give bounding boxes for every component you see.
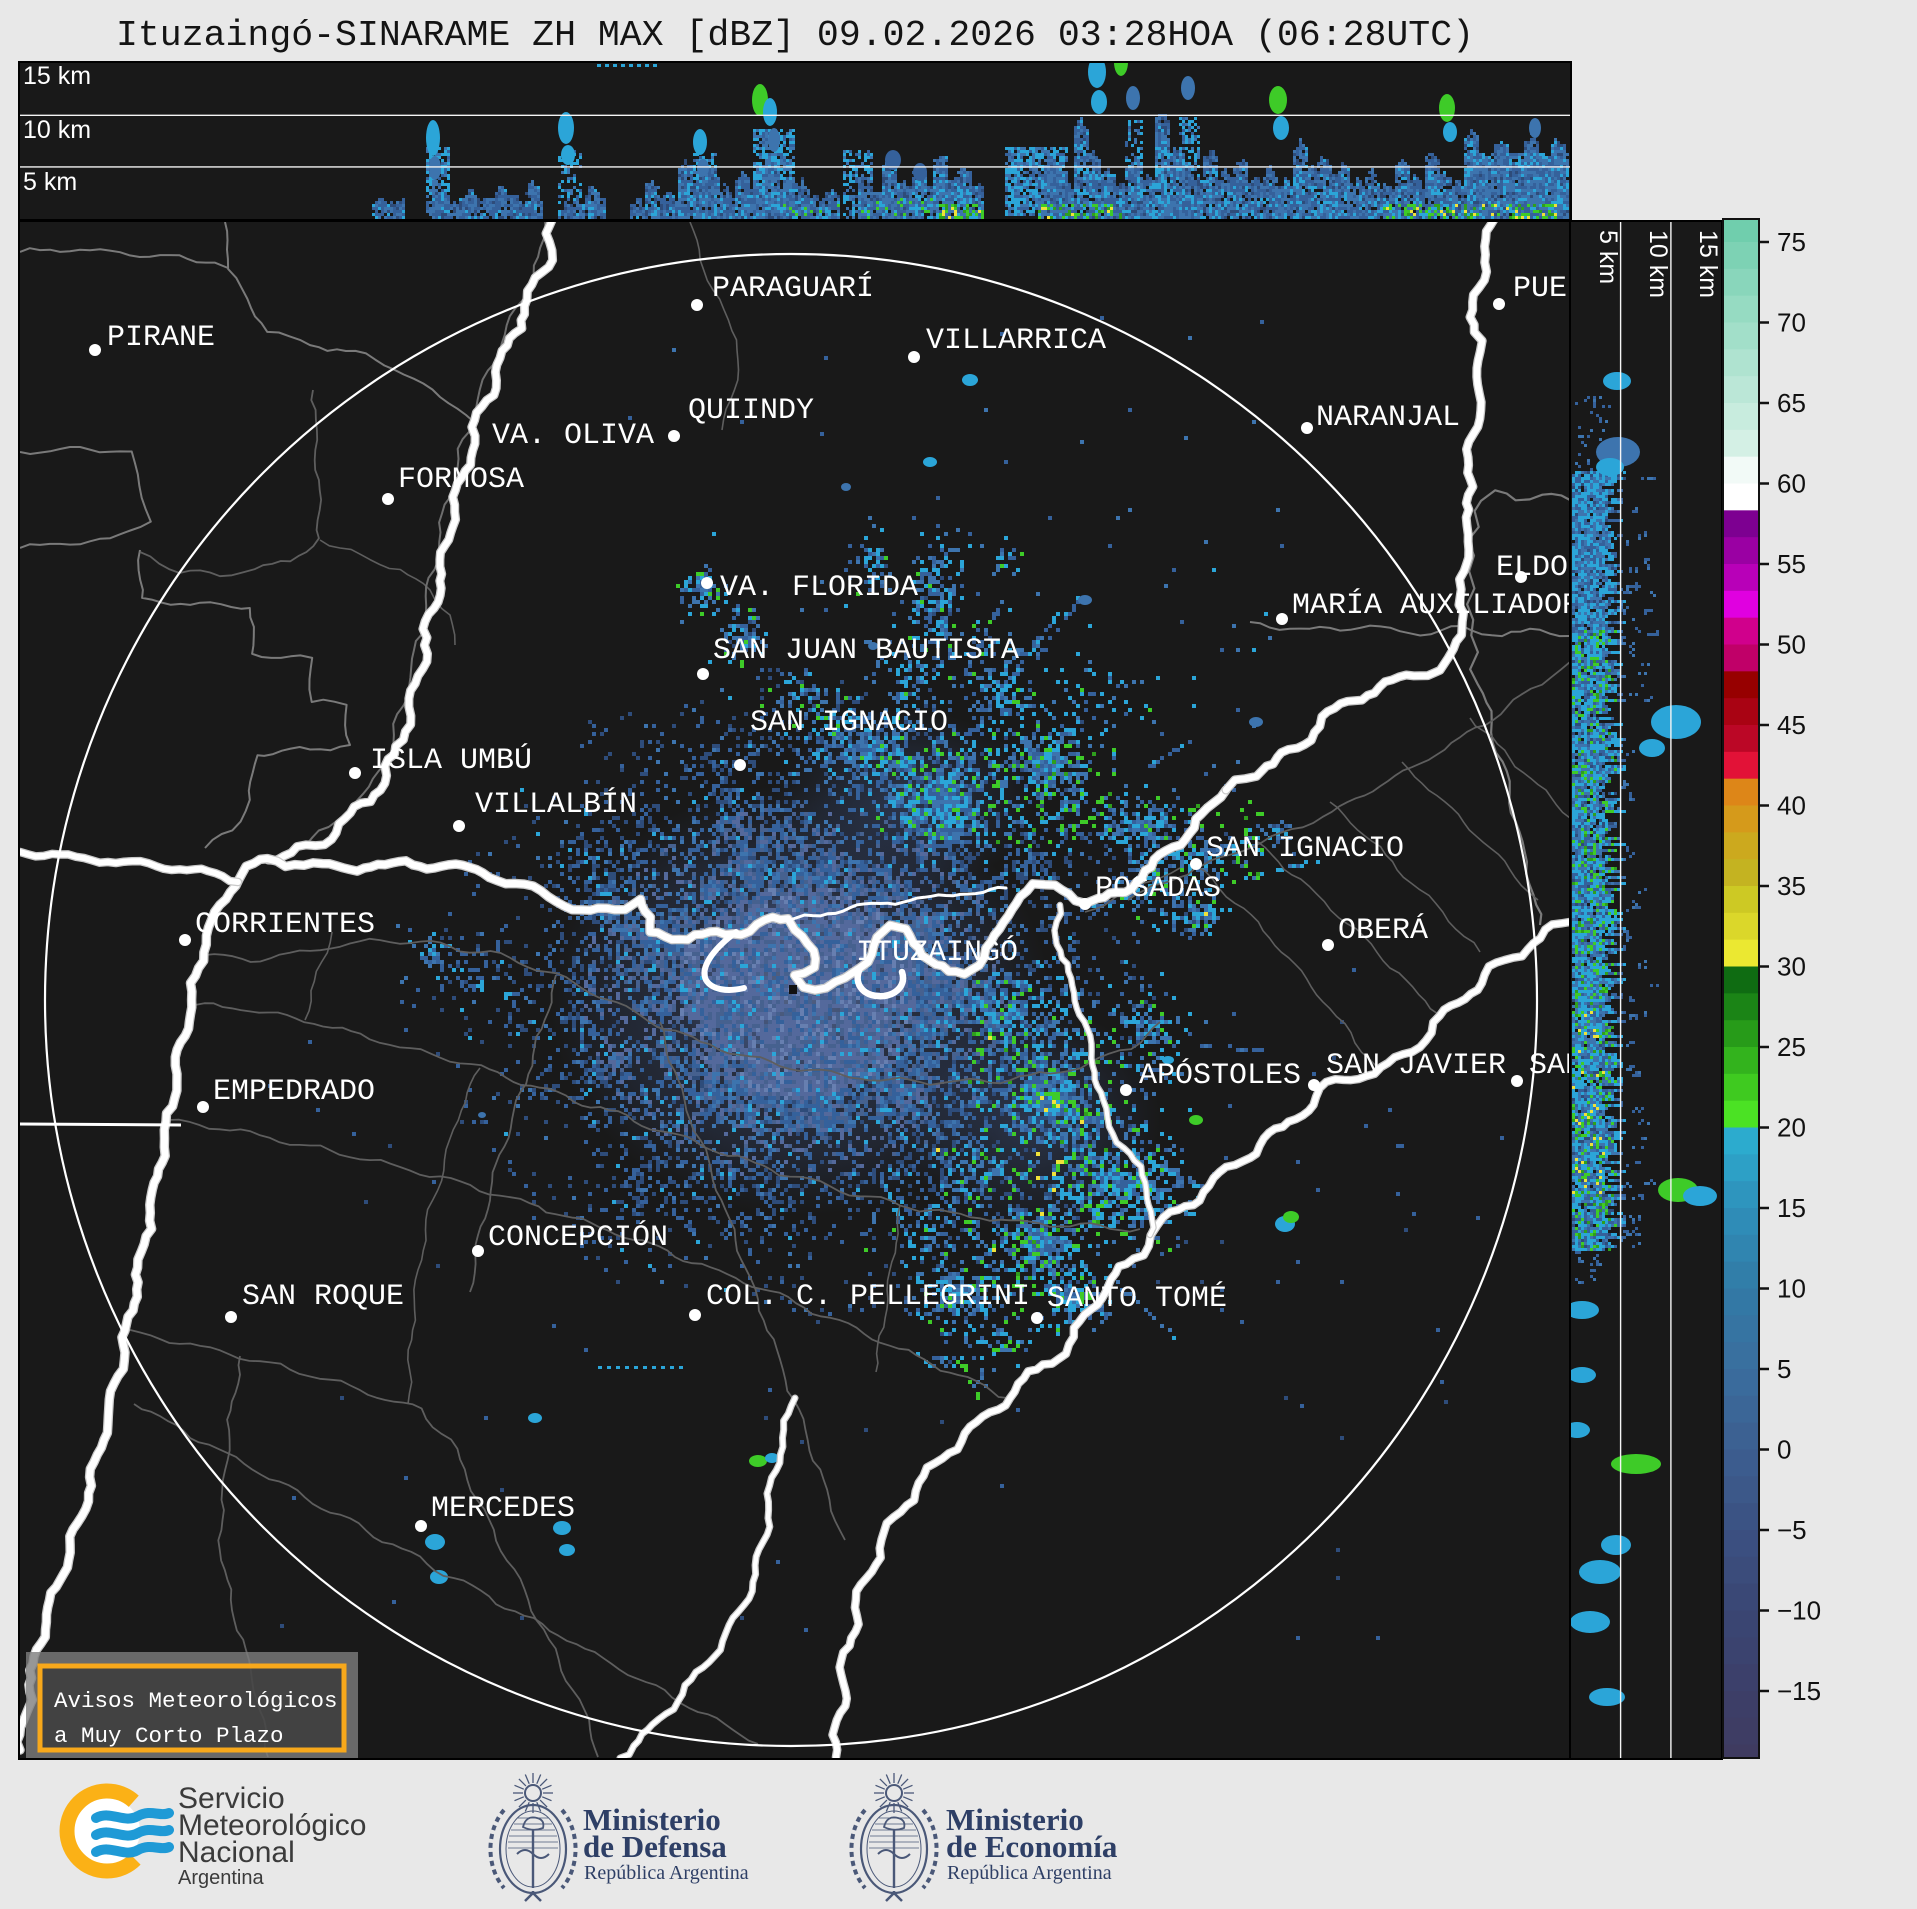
svg-text:QUIINDY: QUIINDY xyxy=(688,394,814,428)
svg-text:República Argentina: República Argentina xyxy=(584,1862,749,1884)
svg-text:SAN: SAN xyxy=(1529,1049,1570,1083)
svg-text:MARÍA AUXILIADORA: MARÍA AUXILIADORA xyxy=(1292,588,1570,623)
svg-text:10 km: 10 km xyxy=(1644,230,1672,298)
svg-text:−5: −5 xyxy=(1777,1515,1807,1545)
svg-text:Argentina: Argentina xyxy=(178,1867,264,1889)
svg-text:MERCEDES: MERCEDES xyxy=(431,1492,575,1526)
svg-text:VA. OLIVA: VA. OLIVA xyxy=(492,419,654,453)
svg-text:15 km: 15 km xyxy=(23,63,91,90)
svg-text:45: 45 xyxy=(1777,710,1806,740)
svg-text:a Muy Corto Plazo: a Muy Corto Plazo xyxy=(54,1723,284,1749)
svg-text:70: 70 xyxy=(1777,308,1806,338)
svg-text:Nacional: Nacional xyxy=(178,1836,295,1869)
svg-text:Meteorológico: Meteorológico xyxy=(178,1809,366,1842)
svg-text:SAN ROQUE: SAN ROQUE xyxy=(242,1280,404,1314)
svg-text:SAN IGNACIO: SAN IGNACIO xyxy=(750,706,948,740)
svg-text:POSADAS: POSADAS xyxy=(1095,872,1221,906)
svg-text:Servicio: Servicio xyxy=(178,1782,285,1815)
svg-text:5 km: 5 km xyxy=(1594,230,1622,284)
svg-text:CORRIENTES: CORRIENTES xyxy=(195,908,375,942)
svg-text:ITUZAINGÓ: ITUZAINGÓ xyxy=(856,935,1018,970)
svg-text:50: 50 xyxy=(1777,630,1806,660)
svg-text:10 km: 10 km xyxy=(23,116,91,144)
svg-text:55: 55 xyxy=(1777,549,1806,579)
svg-text:PARAGUARÍ: PARAGUARÍ xyxy=(712,271,874,306)
svg-text:NARANJAL: NARANJAL xyxy=(1316,401,1460,435)
svg-text:VILLALBÍN: VILLALBÍN xyxy=(475,787,637,822)
svg-text:VA. FLORIDA: VA. FLORIDA xyxy=(720,571,918,605)
svg-text:15: 15 xyxy=(1777,1193,1806,1223)
svg-text:25: 25 xyxy=(1777,1032,1806,1062)
svg-text:Avisos Meteorológicos: Avisos Meteorológicos xyxy=(54,1688,338,1714)
svg-text:PIRANE: PIRANE xyxy=(107,321,215,355)
svg-text:EMPEDRADO: EMPEDRADO xyxy=(213,1075,375,1109)
svg-text:OBERÁ: OBERÁ xyxy=(1338,913,1428,948)
svg-text:ISLA UMBÚ: ISLA UMBÚ xyxy=(370,743,532,778)
svg-text:APÓSTOLES: APÓSTOLES xyxy=(1139,1058,1301,1093)
svg-text:30: 30 xyxy=(1777,952,1806,982)
svg-text:5: 5 xyxy=(1777,1354,1791,1384)
svg-text:20: 20 xyxy=(1777,1113,1806,1143)
svg-text:Ministerio: Ministerio xyxy=(946,1802,1084,1837)
svg-text:SAN JUAN BAUTISTA: SAN JUAN BAUTISTA xyxy=(713,634,1019,668)
svg-text:35: 35 xyxy=(1777,871,1806,901)
svg-text:PUERTO R: PUERTO R xyxy=(1513,272,1570,306)
svg-text:ELDORADO: ELDORADO xyxy=(1496,551,1570,585)
svg-text:SAN JAVIER: SAN JAVIER xyxy=(1326,1049,1506,1083)
svg-text:República Argentina: República Argentina xyxy=(947,1862,1112,1884)
svg-text:COL. C. PELLEGRINI: COL. C. PELLEGRINI xyxy=(706,1280,1030,1314)
svg-text:60: 60 xyxy=(1777,469,1806,499)
svg-text:SANTO TOMÉ: SANTO TOMÉ xyxy=(1047,1281,1227,1316)
svg-text:−15: −15 xyxy=(1777,1676,1821,1706)
svg-text:CONCEPCIÓN: CONCEPCIÓN xyxy=(488,1220,668,1255)
svg-text:−10: −10 xyxy=(1777,1596,1821,1626)
svg-text:75: 75 xyxy=(1777,227,1806,257)
svg-text:SAN IGNACIO: SAN IGNACIO xyxy=(1206,832,1404,866)
svg-text:65: 65 xyxy=(1777,388,1806,418)
svg-text:de Defensa: de Defensa xyxy=(583,1829,727,1864)
svg-text:5 km: 5 km xyxy=(23,168,77,196)
svg-text:10: 10 xyxy=(1777,1274,1806,1304)
svg-text:FORMOSA: FORMOSA xyxy=(398,463,524,497)
svg-text:40: 40 xyxy=(1777,791,1806,821)
svg-text:0: 0 xyxy=(1777,1435,1791,1465)
svg-text:de Economía: de Economía xyxy=(946,1829,1118,1864)
svg-text:VILLARRICA: VILLARRICA xyxy=(926,324,1106,358)
svg-text:15 km: 15 km xyxy=(1694,230,1721,298)
svg-text:Ministerio: Ministerio xyxy=(583,1802,721,1837)
